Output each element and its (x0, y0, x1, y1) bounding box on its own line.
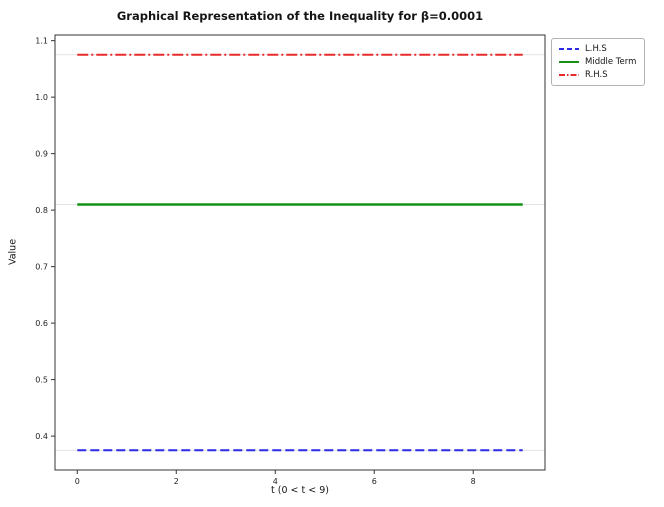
legend-line-sample-middle-term (559, 61, 579, 63)
x-tick-label: 2 (174, 477, 179, 486)
y-tick-label: 0.5 (35, 376, 48, 385)
y-tick-label: 0.6 (35, 319, 48, 328)
legend-line-sample-lhs (559, 48, 579, 50)
x-tick-label: 0 (75, 477, 80, 486)
legend-line-sample-rhs (559, 74, 579, 76)
y-tick-label: 1.1 (35, 37, 48, 46)
plot-background (55, 35, 545, 470)
axes-spines (54, 34, 546, 471)
y-tick-label: 0.9 (35, 150, 48, 159)
legend-item-middle-term: Middle Term (558, 57, 636, 67)
chart-title: Graphical Representation of the Inequali… (116, 9, 484, 23)
y-tick-label: 0.8 (35, 206, 48, 215)
x-tick-label: 4 (273, 477, 278, 486)
x-tick-label: 8 (471, 477, 476, 486)
x-axis-label: t (0 < t < 9) (271, 485, 329, 496)
y-tick-label: 0.7 (35, 263, 48, 272)
legend: L.H.S Middle Term R.H.S (551, 38, 646, 86)
legend-label-rhs: R.H.S (585, 70, 608, 80)
legend-label-middle-term: Middle Term (585, 57, 637, 67)
y-tick-label: 1.0 (35, 93, 48, 102)
legend-item-rhs: R.H.S (558, 70, 636, 80)
x-tick-label: 6 (372, 477, 377, 486)
legend-item-lhs: L.H.S (558, 44, 636, 54)
y-tick-label: 0.4 (35, 432, 48, 441)
legend-label-lhs: L.H.S (585, 44, 607, 54)
